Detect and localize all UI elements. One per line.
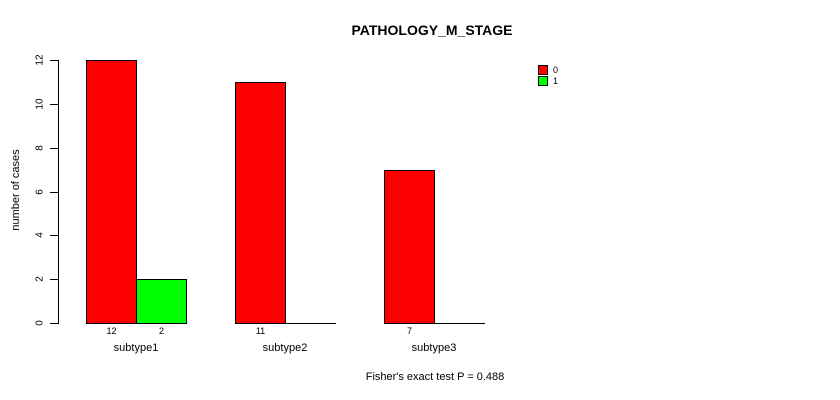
y-tick-label: 2 (34, 276, 46, 282)
y-tick-label: 0 (34, 320, 46, 326)
y-axis-tick (50, 104, 58, 105)
y-axis-tick (50, 279, 58, 280)
legend-swatch-icon (538, 64, 548, 75)
bar-value-label: 7 (406, 326, 413, 336)
category-label-subtype3: subtype3 (411, 342, 457, 354)
legend-entry-1: 1 (538, 75, 558, 86)
y-tick-label: 10 (34, 98, 46, 110)
y-axis-tick (50, 60, 58, 61)
y-tick-label: 8 (34, 145, 46, 151)
bar-subtype2-series-0 (235, 82, 286, 324)
category-label-subtype2: subtype2 (262, 342, 308, 354)
y-tick-label: 4 (34, 232, 46, 238)
zero-bar-subtype2-series-1 (285, 323, 336, 324)
y-tick-label: 12 (34, 54, 46, 66)
legend-label: 1 (553, 75, 559, 86)
y-axis-tick (50, 323, 58, 324)
bar-value-label: 11 (255, 326, 266, 336)
legend-swatch-icon (538, 75, 548, 86)
y-axis-tick (50, 235, 58, 236)
legend-entry-0: 0 (538, 64, 558, 75)
legend-label: 0 (553, 64, 559, 75)
y-axis-tick (50, 148, 58, 149)
y-axis-line (58, 60, 59, 324)
y-axis-label: number of cases (10, 149, 22, 231)
bar-subtype1-series-1 (136, 279, 187, 324)
bar-value-label: 2 (158, 326, 165, 336)
fisher-test-annotation: Fisher's exact test P = 0.488 (365, 371, 505, 383)
chart-title: PATHOLOGY_M_STAGE (351, 22, 513, 38)
bar-value-label: 12 (106, 326, 117, 336)
y-axis-tick (50, 192, 58, 193)
y-tick-label: 6 (34, 189, 46, 195)
zero-bar-subtype3-series-1 (434, 323, 485, 324)
bar-subtype1-series-0 (86, 60, 137, 324)
category-label-subtype1: subtype1 (113, 342, 159, 354)
bar-subtype3-series-0 (384, 170, 435, 324)
